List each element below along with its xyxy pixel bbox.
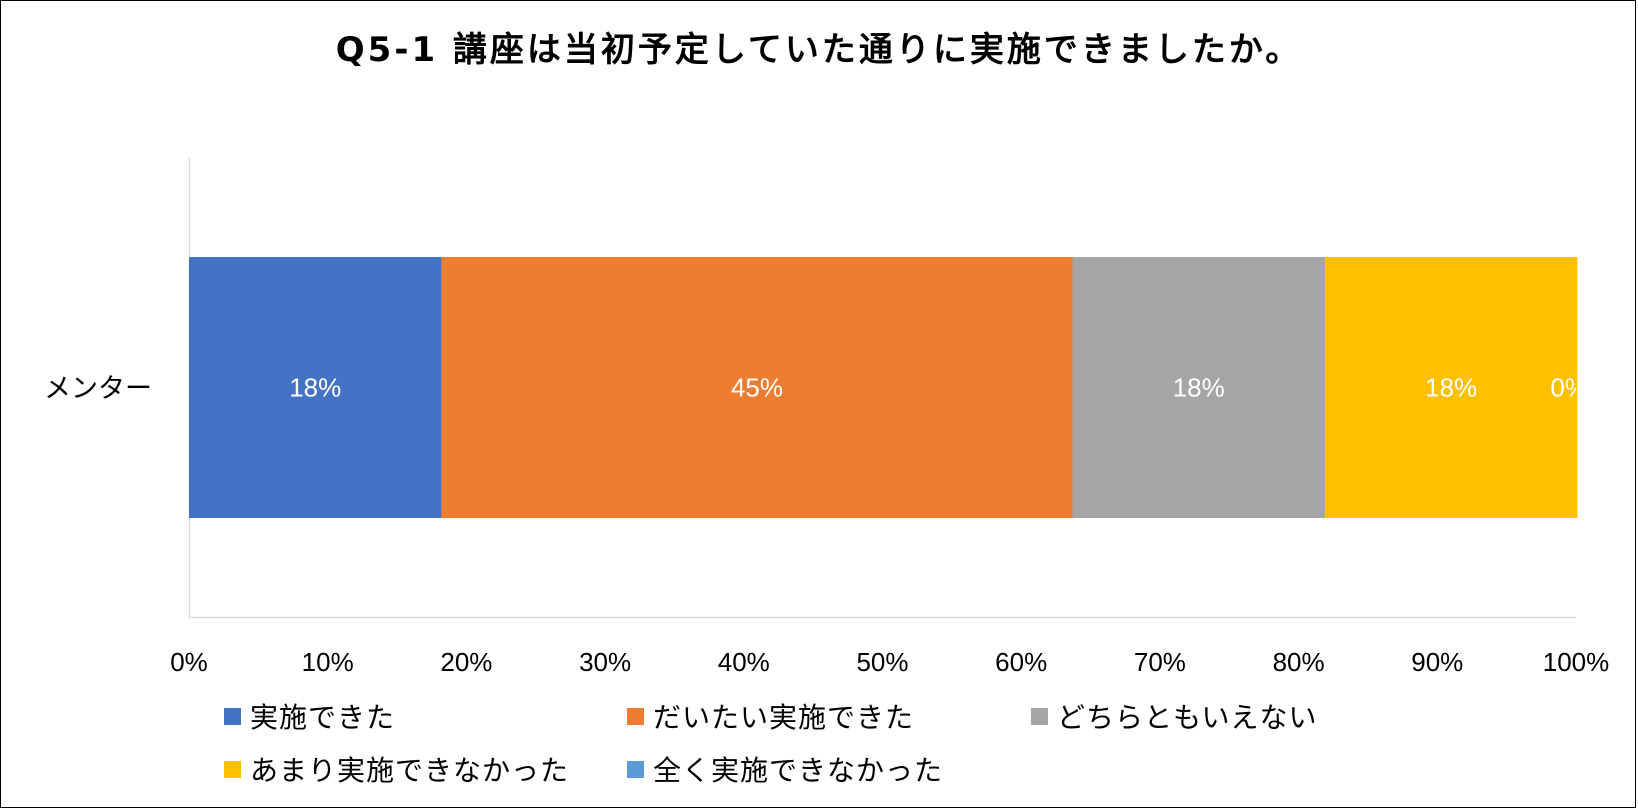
legend-swatch: [627, 760, 644, 778]
x-tick-label: 20%: [440, 647, 492, 677]
legend-swatch: [224, 707, 241, 725]
bar-segment-2: [441, 257, 1073, 518]
legend-item-2: だいたい実施できた: [627, 696, 914, 736]
data-label-2: 45%: [731, 373, 783, 403]
x-tick-label: 30%: [579, 647, 631, 677]
legend-item-5: 全く実施できなかった: [627, 749, 943, 789]
x-tick-label: 90%: [1411, 647, 1463, 677]
legend-swatch: [224, 760, 241, 778]
legend-swatch: [1031, 707, 1048, 725]
x-tick-label: 70%: [1134, 647, 1186, 677]
legend-item-3: どちらともいえない: [1031, 696, 1317, 736]
legend-label: 実施できた: [250, 701, 396, 734]
bar-segment-4: [1324, 257, 1578, 518]
x-tick-label: 50%: [856, 647, 908, 677]
bar-segment-1: [189, 257, 442, 518]
x-tick-label: 100%: [1543, 647, 1610, 677]
data-label-3: 18%: [1173, 373, 1225, 403]
legend-swatch: [627, 707, 644, 725]
legend-label: あまり実施できなかった: [250, 754, 570, 787]
legend-item-1: 実施できた: [224, 696, 395, 736]
legend-label: 全く実施できなかった: [653, 754, 944, 787]
x-tick-label: 60%: [995, 647, 1047, 677]
data-labels: 18% 45% 18% 18% 0%: [289, 373, 1588, 403]
x-tick-labels: 0% 10% 20% 30% 40% 50% 60% 70% 80% 90% 100%: [170, 647, 1609, 677]
legend-label: どちらともいえない: [1057, 701, 1318, 734]
x-tick-label: 40%: [718, 647, 770, 677]
x-tick-label: 0%: [170, 647, 208, 677]
data-label-5: 0%: [1550, 373, 1588, 403]
category-labels: メンター: [44, 374, 152, 405]
x-tick-label: 10%: [302, 647, 354, 677]
bar-segment-3: [1072, 257, 1325, 518]
chart-plot: 18% 45% 18% 18% 0% 0% 10% 20% 30% 40% 50% 60% 70% 80…: [44, 158, 1609, 677]
data-label-1: 18%: [289, 373, 341, 403]
chart-title: Q5-1 講座は当初予定していた通りに実施できましたか。: [335, 30, 1303, 70]
bar-segments: [189, 257, 1578, 518]
data-label-4: 18%: [1425, 373, 1477, 403]
x-tick-label: 80%: [1273, 647, 1325, 677]
legend-label: だいたい実施できた: [653, 701, 915, 734]
category-label: メンター: [44, 374, 152, 405]
legend-item-4: あまり実施できなかった: [224, 749, 569, 789]
